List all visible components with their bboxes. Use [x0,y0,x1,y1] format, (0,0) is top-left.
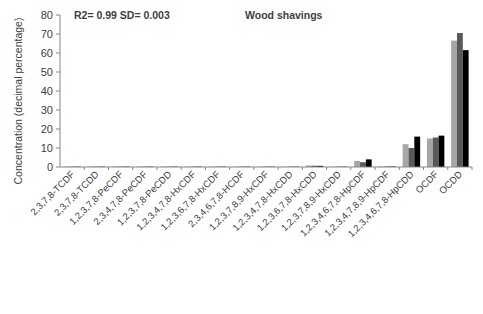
x-tick [350,167,351,170]
y-tick-label: 10 [41,142,53,154]
bar [366,159,372,167]
x-tick [205,167,206,170]
title: Wood shavings [245,9,323,21]
x-tick [423,167,424,170]
bar [360,162,366,167]
x-tick [108,167,109,170]
x-tick [156,167,157,170]
y-tick [56,110,60,111]
bar [463,50,469,167]
chart: 010203040506070802,3,7,8-TCDF2,3,7,8-TCD… [0,0,483,314]
x-tick [302,167,303,170]
bar [354,161,360,167]
x-tick [399,167,400,170]
y-tick-label: 20 [41,123,53,135]
x-tick [181,167,182,170]
x-tick [253,167,254,170]
y-tick [56,34,60,35]
bar [403,144,409,167]
bar [451,41,457,167]
y-tick [56,15,60,16]
bar [414,137,420,167]
y-tick-label: 0 [47,161,53,173]
bar [409,148,415,167]
y-tick [56,167,60,168]
x-tick-label: 1,2,3,4,6,7,8-HpCDD [345,169,416,240]
y-tick [56,129,60,130]
annotation: R2= 0.99 SD= 0.003 [74,9,170,21]
bar [433,138,439,167]
x-tick [326,167,327,170]
x-tick [375,167,376,170]
y-tick-label: 60 [41,47,53,59]
x-tick [278,167,279,170]
bars [63,33,468,167]
y-tick [56,53,60,54]
y-tick-label: 40 [41,85,53,97]
x-tick [84,167,85,170]
y-tick-label: 70 [41,28,53,40]
x-tick [229,167,230,170]
y-tick-label: 80 [41,9,53,21]
x-axis [60,167,472,168]
x-tick [447,167,448,170]
x-tick [472,167,473,170]
x-tick-label: OCDF [413,169,440,196]
y-axis-label: Concentration (decimal percentage) [12,18,24,185]
x-tick-label: OCDD [437,169,465,197]
x-tick [132,167,133,170]
bar [427,139,433,168]
y-tick [56,91,60,92]
y-tick-label: 30 [41,104,53,116]
y-tick-label: 50 [41,66,53,78]
bar [457,33,463,167]
bar [439,136,445,167]
y-tick [56,72,60,73]
y-tick [56,148,60,149]
